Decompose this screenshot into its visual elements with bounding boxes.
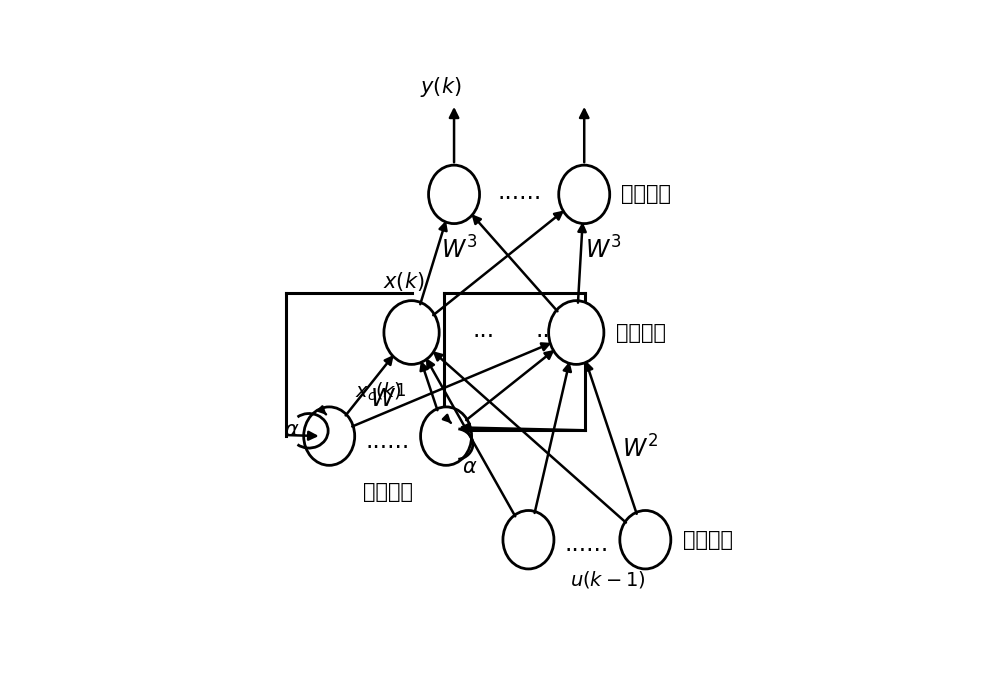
Ellipse shape	[620, 511, 671, 569]
Text: ...: ...	[472, 318, 494, 342]
Text: 隐层单元: 隐层单元	[616, 322, 666, 342]
Ellipse shape	[503, 511, 554, 569]
Text: $y(k)$: $y(k)$	[420, 75, 462, 99]
Text: 输出单元: 输出单元	[621, 184, 671, 204]
Ellipse shape	[384, 301, 439, 364]
Text: ......: ......	[497, 179, 541, 204]
Ellipse shape	[559, 165, 610, 224]
Text: $u(k-1)$: $u(k-1)$	[570, 569, 646, 590]
Ellipse shape	[429, 165, 480, 224]
Text: ......: ......	[366, 429, 410, 453]
Ellipse shape	[304, 407, 355, 465]
Text: $W^1$: $W^1$	[370, 385, 406, 413]
Text: $\alpha$: $\alpha$	[284, 420, 299, 440]
Ellipse shape	[421, 407, 472, 465]
Text: $x(k)$: $x(k)$	[383, 270, 424, 293]
Text: ......: ......	[565, 532, 609, 556]
Text: $W^2$: $W^2$	[622, 436, 658, 463]
Text: $W^3$: $W^3$	[441, 237, 477, 264]
Text: $x_c(k)$: $x_c(k)$	[355, 380, 402, 403]
Text: 关联节点: 关联节点	[363, 482, 413, 502]
Text: ...: ...	[536, 318, 558, 342]
Text: 输入单元: 输入单元	[683, 530, 733, 550]
Ellipse shape	[549, 301, 604, 364]
Text: $W^3$: $W^3$	[585, 237, 621, 264]
Text: $\alpha$: $\alpha$	[462, 457, 477, 477]
